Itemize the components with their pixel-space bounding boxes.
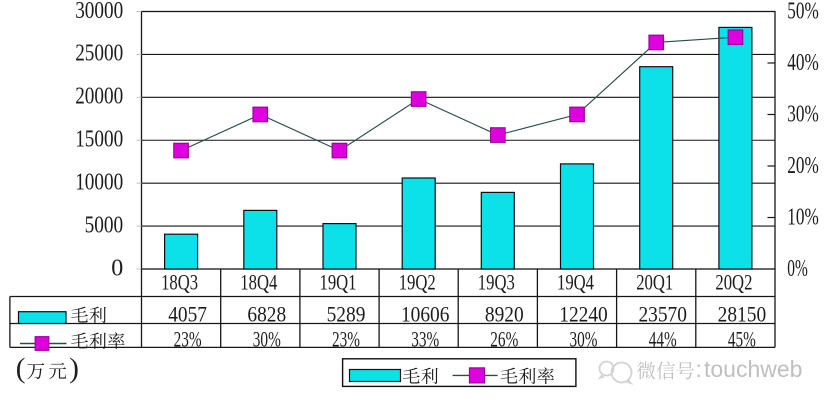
svg-text:19Q2: 19Q2 <box>399 270 436 295</box>
svg-text:20Q1: 20Q1 <box>636 270 673 295</box>
svg-text:18Q3: 18Q3 <box>161 270 198 295</box>
svg-text:0%: 0% <box>787 256 808 282</box>
svg-text:(: ( <box>16 353 26 385</box>
svg-text:5000: 5000 <box>85 212 124 238</box>
svg-text:20000: 20000 <box>75 84 123 110</box>
svg-text:): ) <box>69 353 79 385</box>
svg-text:18Q4: 18Q4 <box>240 270 277 295</box>
svg-text:4057: 4057 <box>168 301 207 326</box>
svg-text:30%: 30% <box>787 102 819 128</box>
svg-text:12240: 12240 <box>559 301 608 326</box>
svg-text:10000: 10000 <box>75 170 123 196</box>
svg-text:23%: 23% <box>174 326 202 351</box>
svg-text:40%: 40% <box>787 50 819 76</box>
svg-text:30000: 30000 <box>75 0 123 24</box>
svg-text:23%: 23% <box>332 326 360 351</box>
svg-text:19Q3: 19Q3 <box>478 270 515 295</box>
svg-text:26%: 26% <box>490 326 518 351</box>
svg-text:50%: 50% <box>787 0 819 25</box>
svg-text:45%: 45% <box>728 326 756 351</box>
svg-text:44%: 44% <box>649 326 677 351</box>
svg-text:28150: 28150 <box>718 301 767 326</box>
svg-text::: : <box>696 356 702 382</box>
svg-text:touchweb: touchweb <box>705 357 803 383</box>
svg-text:8920: 8920 <box>485 301 524 326</box>
svg-text:19Q1: 19Q1 <box>320 270 357 295</box>
svg-text:30%: 30% <box>570 326 598 351</box>
svg-text:15000: 15000 <box>75 127 123 153</box>
svg-text:10606: 10606 <box>401 301 450 326</box>
svg-text:20%: 20% <box>787 153 819 179</box>
svg-text:23570: 23570 <box>638 301 687 326</box>
svg-text:touchweb: touchweb <box>704 356 802 382</box>
svg-text:20Q2: 20Q2 <box>715 270 752 295</box>
svg-text:6828: 6828 <box>247 301 286 326</box>
svg-text:0: 0 <box>111 255 123 281</box>
svg-text::: : <box>697 357 703 383</box>
svg-text:5289: 5289 <box>327 301 366 326</box>
svg-text:19Q4: 19Q4 <box>557 270 594 295</box>
svg-text:33%: 33% <box>411 326 439 351</box>
svg-text:10%: 10% <box>787 205 819 231</box>
svg-text:30%: 30% <box>253 326 281 351</box>
svg-text:25000: 25000 <box>75 41 123 67</box>
